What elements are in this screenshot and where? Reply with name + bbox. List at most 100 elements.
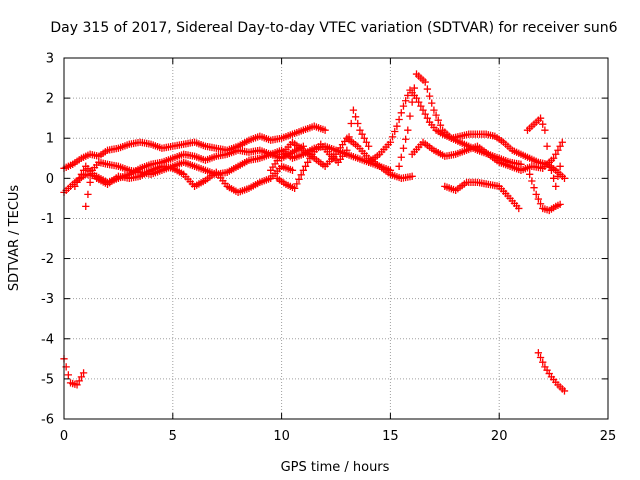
- data-point: [560, 387, 569, 395]
- series-arc-a: [60, 122, 329, 172]
- x-axis-label: GPS time / hours: [281, 460, 390, 475]
- data-point: [86, 178, 94, 186]
- data-point: [421, 78, 429, 86]
- x-tick-labels: 0 5 10 15 20 25: [60, 429, 616, 444]
- data-point: [345, 133, 353, 141]
- data-point: [415, 98, 423, 106]
- series-arc-e: [267, 134, 416, 182]
- y-tick-label: 2: [46, 92, 54, 107]
- x-tick-label: 5: [169, 429, 177, 444]
- data-point: [291, 184, 299, 193]
- data-point: [408, 98, 416, 106]
- data-point: [425, 92, 434, 100]
- y-tick-label: 0: [46, 172, 54, 187]
- data-point: [399, 102, 408, 110]
- data-point: [73, 178, 81, 186]
- data-point: [75, 377, 83, 385]
- y-axis-label: SDTVAR / TECUs: [7, 185, 22, 292]
- data-point: [347, 119, 355, 128]
- y-tick-label: -5: [41, 372, 54, 387]
- data-point: [351, 113, 360, 121]
- data-point: [395, 162, 403, 170]
- series-arc-l: [526, 170, 564, 215]
- data-point: [293, 180, 301, 188]
- data-point: [539, 358, 547, 366]
- data-point: [434, 116, 442, 124]
- data-point: [539, 120, 547, 128]
- series-arc-low-end: [534, 349, 569, 395]
- data-point: [299, 166, 308, 174]
- y-tick-label: -2: [41, 252, 54, 267]
- x-tick-label: 15: [382, 429, 399, 444]
- data-point: [343, 146, 351, 154]
- data-point: [430, 106, 438, 114]
- data-point: [530, 184, 538, 192]
- data-point: [554, 146, 562, 154]
- data-point: [288, 166, 297, 174]
- data-point: [412, 94, 421, 102]
- x-tick-label: 10: [273, 429, 290, 444]
- data-point: [349, 106, 358, 114]
- data-point: [77, 373, 86, 381]
- data-point: [556, 142, 564, 150]
- chart-title: Day 315 of 2017, Sidereal Day-to-day VTE…: [50, 20, 617, 36]
- data-point: [558, 138, 566, 146]
- data-point: [543, 142, 551, 150]
- data-point: [408, 172, 416, 180]
- series-arc-f: [273, 106, 373, 193]
- data-point: [432, 111, 440, 119]
- data-point: [419, 106, 427, 114]
- data-point: [386, 138, 395, 146]
- data-point: [556, 200, 564, 209]
- data-point: [549, 174, 558, 182]
- data-point: [397, 153, 405, 161]
- series-arc-k: [523, 114, 564, 191]
- data-point: [536, 114, 545, 122]
- data-point: [517, 160, 525, 168]
- data-point: [536, 200, 545, 208]
- data-point: [354, 119, 362, 128]
- data-point: [554, 172, 562, 180]
- data-point: [528, 177, 536, 185]
- data-point: [515, 204, 523, 213]
- grid: [64, 58, 608, 419]
- data-point: [360, 134, 368, 142]
- data-point: [541, 126, 549, 134]
- data-point: [77, 170, 86, 178]
- data-point: [297, 171, 305, 179]
- series-arc-j: [441, 178, 523, 213]
- y-tick-label: -3: [41, 292, 54, 307]
- data-point: [401, 97, 410, 105]
- data-point: [79, 166, 88, 174]
- data-point: [82, 202, 90, 211]
- data-point: [423, 85, 432, 93]
- data-point: [436, 121, 445, 129]
- y-tick-labels: -6 -5 -4 -3 -2 -1 0 1 2 3: [41, 52, 54, 428]
- data-point: [560, 174, 569, 182]
- data-point: [406, 112, 414, 120]
- data-point: [536, 353, 545, 362]
- y-tick-label: -6: [41, 413, 54, 428]
- data-point: [410, 84, 418, 92]
- data-point: [295, 175, 303, 183]
- data-point: [356, 126, 364, 134]
- plot-frame: [63, 57, 609, 420]
- data-point: [545, 158, 553, 166]
- data-point: [73, 381, 81, 389]
- y-tick-label: 1: [46, 132, 54, 147]
- y-tick-label: 3: [46, 52, 54, 67]
- data-point: [364, 142, 373, 150]
- data-point: [388, 133, 397, 141]
- data-point: [423, 114, 432, 122]
- data-point: [417, 102, 425, 110]
- data-point: [79, 369, 88, 377]
- data-point: [526, 170, 534, 178]
- data-point: [358, 130, 366, 138]
- data-point: [393, 122, 401, 130]
- data-point: [64, 371, 73, 379]
- data-point: [391, 127, 399, 136]
- data-point: [552, 150, 560, 158]
- data-point: [71, 182, 79, 191]
- data-point: [404, 91, 412, 100]
